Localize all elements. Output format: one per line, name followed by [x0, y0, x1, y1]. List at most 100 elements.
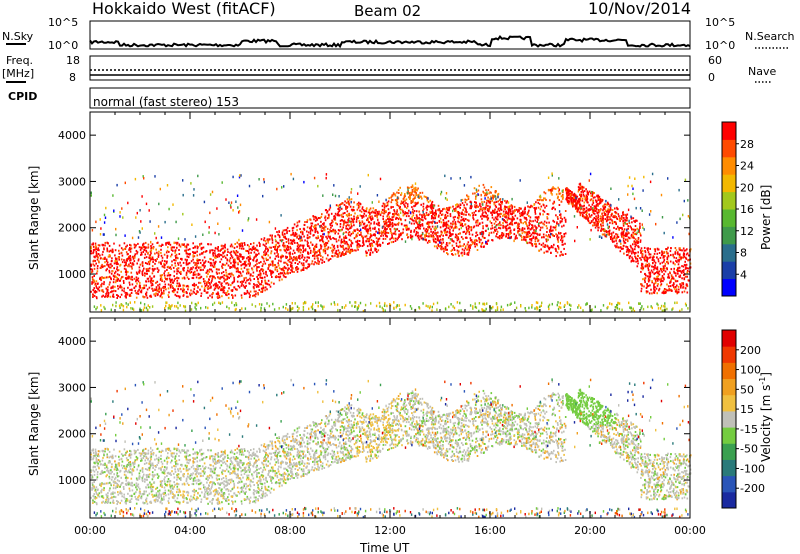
power-point — [462, 219, 465, 222]
power-point — [432, 211, 434, 214]
power-point — [328, 213, 330, 216]
power-point — [320, 235, 322, 238]
power-point — [624, 213, 627, 216]
power-point — [282, 229, 285, 232]
power-point — [645, 256, 648, 259]
power-point — [665, 250, 668, 253]
power-point — [646, 265, 649, 268]
power-point — [167, 294, 170, 297]
power-point — [165, 243, 167, 246]
power-point — [93, 290, 96, 293]
power-point — [535, 226, 537, 229]
power-point — [168, 277, 171, 280]
power-point — [677, 263, 680, 266]
power-point — [489, 202, 491, 205]
power-point — [217, 287, 220, 290]
power-point — [585, 206, 588, 209]
power-point — [429, 235, 432, 238]
power-point — [500, 201, 502, 203]
power-point — [234, 253, 237, 256]
power-point — [129, 250, 132, 253]
power-point — [670, 280, 672, 283]
power-point — [422, 214, 425, 217]
power-point — [513, 205, 516, 208]
power-point — [131, 283, 134, 286]
power-point — [481, 209, 484, 212]
power-point — [674, 263, 676, 266]
power-point — [384, 232, 386, 235]
power-point — [347, 228, 349, 231]
power-point — [676, 284, 678, 287]
power-point — [622, 231, 625, 233]
power-point — [653, 268, 655, 271]
power-point — [289, 255, 291, 257]
power-point — [271, 261, 274, 264]
power-point — [545, 234, 547, 237]
power-point — [419, 213, 421, 216]
power-point — [275, 243, 278, 246]
power-point — [151, 272, 154, 275]
power-point — [364, 235, 366, 238]
power-point — [437, 215, 440, 218]
power-point — [171, 253, 173, 256]
power-point — [322, 250, 325, 253]
power-point — [649, 275, 652, 278]
power-point — [342, 223, 345, 226]
power-point — [381, 208, 384, 211]
power-point — [393, 237, 395, 240]
power-point — [342, 212, 345, 215]
power-point — [480, 205, 482, 208]
power-point — [647, 284, 650, 287]
power-point — [111, 259, 113, 262]
power-point — [215, 260, 217, 263]
power-point — [560, 235, 563, 238]
power-point — [206, 275, 208, 278]
power-point — [283, 265, 286, 268]
power-point — [524, 210, 526, 213]
power-point — [658, 289, 660, 292]
power-point — [343, 253, 346, 256]
power-point — [180, 264, 182, 267]
power-point — [259, 270, 261, 272]
power-point — [391, 221, 394, 224]
power-point — [423, 216, 426, 219]
power-point — [332, 255, 334, 258]
power-point — [606, 214, 608, 217]
power-point — [446, 212, 449, 214]
power-point — [279, 272, 282, 275]
power-point — [300, 249, 303, 251]
power-point — [231, 266, 233, 269]
power-point — [129, 243, 131, 246]
power-point — [106, 248, 109, 251]
power-point — [644, 265, 647, 268]
power-point — [209, 283, 211, 286]
power-point — [626, 233, 629, 236]
power-point — [98, 261, 100, 264]
power-point — [640, 283, 643, 286]
power-point — [668, 289, 670, 292]
power-point — [137, 290, 139, 293]
power-point — [241, 244, 243, 247]
power-point — [243, 256, 245, 259]
power-point — [278, 244, 281, 247]
power-point — [143, 284, 145, 287]
power-point — [644, 281, 646, 284]
power-point — [140, 289, 143, 292]
power-point — [291, 269, 293, 272]
power-point — [504, 220, 506, 223]
power-point — [125, 273, 128, 276]
power-point — [306, 256, 309, 259]
power-point — [396, 228, 399, 231]
power-point — [147, 251, 149, 254]
power-point — [277, 254, 279, 257]
power-point — [431, 205, 434, 208]
power-point — [265, 259, 268, 262]
power-point — [249, 248, 252, 251]
power-point — [398, 216, 401, 219]
power-point — [507, 233, 510, 235]
power-point — [335, 230, 337, 233]
power-point — [502, 215, 504, 217]
power-point — [358, 234, 361, 236]
power-point — [152, 289, 154, 292]
power-point — [630, 259, 633, 262]
